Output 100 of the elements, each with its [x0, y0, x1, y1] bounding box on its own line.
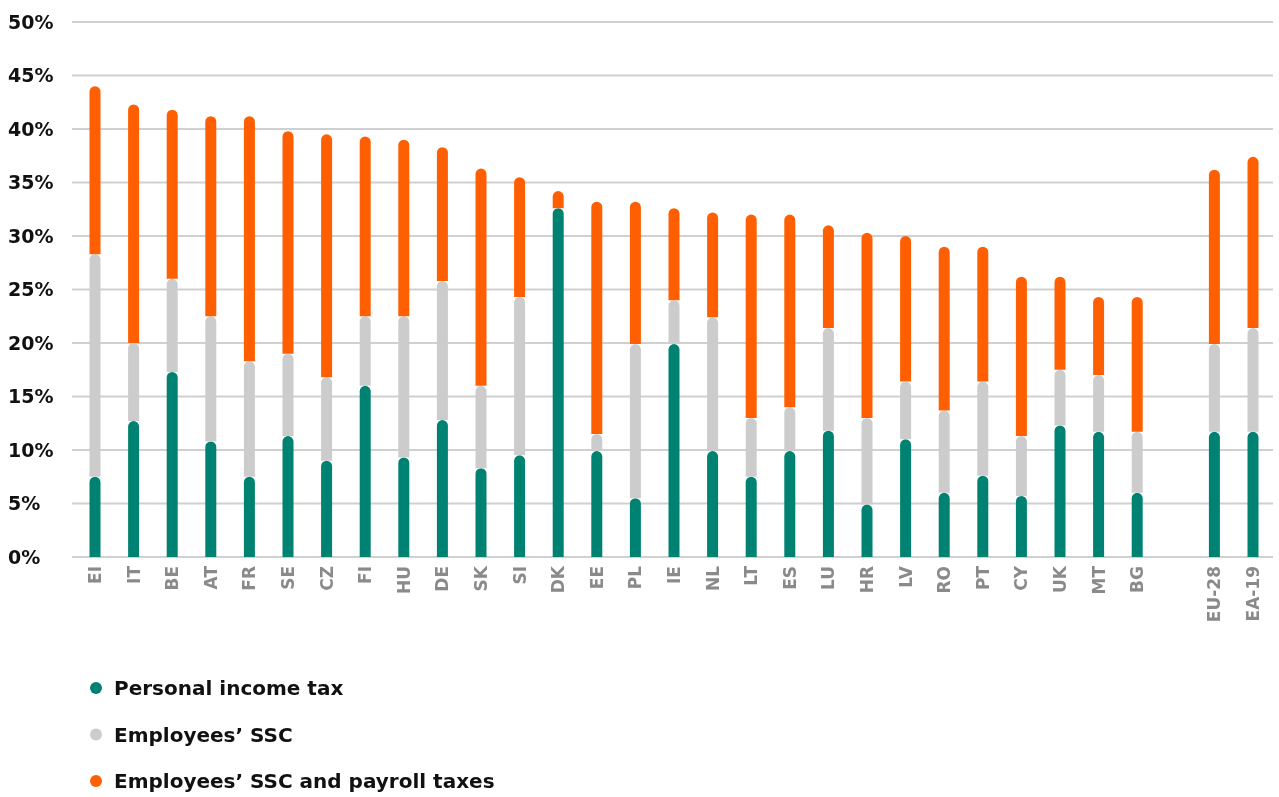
- bar: [861, 232, 873, 418]
- y-tick-label: 20%: [8, 331, 54, 354]
- x-tick-label: DK: [548, 565, 569, 594]
- bar: [475, 468, 487, 557]
- bar: [977, 475, 989, 557]
- bar: [707, 212, 719, 318]
- x-tick-label: ES: [779, 566, 800, 590]
- y-tick-label: 40%: [8, 117, 54, 140]
- bar: [1208, 431, 1220, 557]
- x-tick-label: IE: [664, 566, 684, 584]
- bar: [1247, 431, 1259, 557]
- bar: [1208, 169, 1220, 345]
- y-tick-label: 15%: [8, 385, 54, 408]
- bar: [205, 441, 217, 557]
- x-tick-label: PT: [972, 565, 993, 591]
- bar: [938, 246, 950, 411]
- x-tick-label: BE: [162, 566, 183, 591]
- bar: [552, 208, 564, 557]
- x-tick-label: EI: [85, 566, 105, 584]
- bar: [282, 131, 294, 354]
- bar: [89, 476, 101, 557]
- bar: [436, 147, 448, 281]
- legend-label: Employees’ SSC and payroll taxes: [114, 769, 495, 793]
- bar: [591, 451, 603, 557]
- x-tick-label: HU: [393, 566, 414, 595]
- bar: [707, 451, 719, 557]
- x-tick-label: EE: [586, 566, 607, 590]
- x-tick-label: SK: [471, 565, 491, 592]
- bar: [1131, 492, 1143, 557]
- x-tick-label: RO: [934, 566, 955, 594]
- x-tick-label: EU-28: [1204, 566, 1225, 623]
- legend-label: Personal income tax: [114, 676, 344, 700]
- bar: [205, 116, 217, 317]
- bar: [128, 104, 140, 343]
- bar: [784, 214, 796, 408]
- bar: [629, 498, 641, 557]
- bar: [128, 421, 140, 557]
- bar: [668, 344, 680, 557]
- bar: [321, 460, 333, 557]
- legend-label: Employees’ SSC: [114, 722, 293, 747]
- bar: [166, 109, 178, 279]
- bar: [514, 455, 526, 557]
- x-tick-label: BG: [1127, 566, 1148, 593]
- x-tick-label: DE: [432, 566, 453, 592]
- bar: [1015, 496, 1027, 557]
- bar: [89, 86, 101, 255]
- bar: [1131, 297, 1143, 432]
- bar: [1054, 276, 1066, 370]
- bar: [1093, 431, 1105, 557]
- bar: [591, 201, 603, 434]
- bar: [977, 246, 989, 382]
- bar: [243, 116, 255, 362]
- bar: [900, 439, 912, 557]
- y-tick-label: 10%: [8, 438, 54, 461]
- x-tick-label: SI: [509, 566, 530, 585]
- x-tick-label: EA-19: [1243, 566, 1263, 622]
- bar: [1015, 276, 1027, 437]
- x-tick-label: AT: [200, 565, 221, 590]
- y-tick-label: 0%: [8, 545, 41, 568]
- bar: [1247, 156, 1259, 329]
- bar: [900, 236, 912, 382]
- bar: [1093, 297, 1105, 376]
- x-tick-label: LV: [895, 565, 916, 588]
- bar: [822, 430, 834, 557]
- x-tick-label: CY: [1011, 565, 1032, 591]
- bar: [745, 214, 757, 418]
- bar: [282, 436, 294, 557]
- y-tick-label: 25%: [8, 278, 54, 301]
- bar: [668, 208, 680, 301]
- x-tick-label: PL: [625, 565, 646, 590]
- bar: [745, 476, 757, 557]
- bar: [359, 385, 371, 557]
- x-tick-label: FR: [239, 566, 260, 591]
- y-tick-label: 5%: [8, 492, 41, 515]
- x-tick-label: LT: [741, 565, 762, 586]
- bar: [475, 168, 487, 386]
- x-tick-label: LU: [818, 566, 839, 591]
- y-tick-label: 30%: [8, 224, 54, 247]
- x-tick-label: IT: [123, 565, 144, 584]
- bar: [822, 225, 834, 329]
- bar: [436, 420, 448, 557]
- bar: [359, 136, 371, 317]
- x-tick-label: FI: [355, 566, 376, 584]
- bar: [514, 177, 526, 297]
- x-tick-label: CZ: [316, 566, 337, 591]
- x-tick-label: SE: [278, 566, 298, 590]
- bar: [861, 504, 873, 557]
- bar: [398, 139, 410, 317]
- x-tick-label: HR: [857, 566, 877, 594]
- bar: [243, 476, 255, 557]
- y-tick-label: 35%: [8, 171, 54, 194]
- bar: [398, 457, 410, 557]
- bar: [938, 492, 950, 557]
- y-tick-label: 50%: [8, 10, 54, 33]
- bar: [629, 201, 641, 345]
- x-tick-label: MT: [1088, 565, 1109, 595]
- bar: [1054, 425, 1066, 557]
- bar: [321, 134, 333, 378]
- bar: [166, 371, 178, 557]
- x-tick-label: UK: [1050, 565, 1070, 593]
